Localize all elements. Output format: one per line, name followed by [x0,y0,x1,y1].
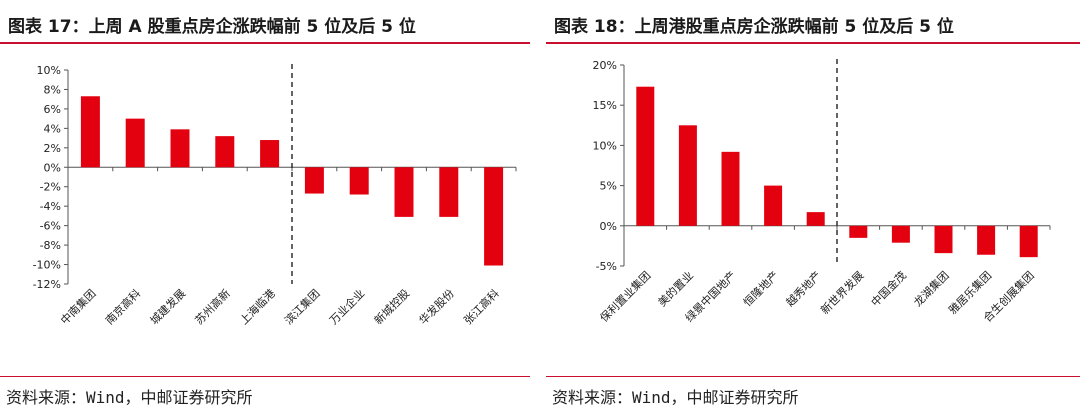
y-tick-label: 10% [37,64,61,77]
y-tick-label: 5% [600,180,617,193]
bar [764,185,783,226]
category-label: 张江高科 [461,286,502,327]
y-tick-label: -8% [40,239,61,252]
category-label: 中南集团 [58,286,99,327]
title-rule [0,42,530,44]
y-tick-label: 10% [593,139,617,152]
chart-title: 图表 18：上周港股重点房企涨跌幅前 5 位及后 5 位 [554,17,954,37]
title-rule [546,42,1080,44]
y-tick-label: 20% [593,59,617,72]
category-label: 新世界发展 [818,268,867,317]
y-tick-label: 15% [593,99,617,112]
category-label: 美的置业 [655,268,696,309]
category-label: 华发股份 [416,286,457,327]
y-tick-label: -12% [33,278,61,291]
y-tick-label: -2% [40,181,61,194]
source-rule [0,376,530,377]
category-label: 恒隆地产 [740,268,781,309]
source-rule [546,376,1080,377]
bar [170,129,190,168]
bar [439,167,459,217]
category-label: 中国金茂 [868,268,909,309]
bar [1019,225,1038,258]
y-tick-label: -4% [40,200,61,213]
bar [891,225,910,243]
category-label: 上海临港 [237,286,278,327]
bar [806,212,825,226]
bar [125,118,145,168]
right-chart-panel: 图表 18：上周港股重点房企涨跌幅前 5 位及后 5 位 20% 15% 10% 5%… [546,0,1080,419]
category-label: 南京高科 [102,286,143,327]
bar [977,225,996,255]
category-label: 城建发展 [147,286,188,327]
y-tick-label: 6% [44,103,61,116]
category-label: 龙湖集团 [911,268,952,309]
bar [349,167,369,195]
bar [215,136,235,168]
y-tick-label: -5% [596,260,617,273]
y-tick-label: -6% [40,220,61,233]
bar-chart-a-share: 10% 8% 6% 4% 2% 0% -2% -4% -6% -8% -10% -12%中南集团 南京高… [33,64,517,327]
y-tick-label: 8% [44,83,61,96]
bar [934,225,953,254]
bar [636,86,655,226]
source-note: 资料来源：Wind，中邮证券研究所 [552,388,799,407]
y-tick-label: 0% [600,220,617,233]
source-note: 资料来源：Wind，中邮证券研究所 [6,388,253,407]
category-label: 新城控股 [371,286,412,327]
bar [394,167,414,217]
category-label: 滨江集团 [282,286,323,327]
category-label: 苏州高新 [192,286,233,327]
bar [304,167,324,194]
bar [721,151,740,226]
bar [484,167,504,266]
category-label: 越秀地产 [783,268,824,309]
y-tick-label: 4% [44,122,61,135]
bar [678,125,697,226]
chart-title: 图表 17：上周 A 股重点房企涨跌幅前 5 位及后 5 位 [8,17,416,37]
bar [849,225,868,238]
y-tick-label: -10% [33,259,61,272]
y-tick-label: 2% [44,142,61,155]
category-label: 保利置业集团 [597,268,654,325]
left-chart-panel: 图表 17：上周 A 股重点房企涨跌幅前 5 位及后 5 位 10% 8% 6% 4%… [0,0,530,419]
y-tick-label: 0% [44,161,61,174]
category-label: 万业企业 [326,286,367,327]
bar [80,96,100,168]
bar [260,140,280,168]
